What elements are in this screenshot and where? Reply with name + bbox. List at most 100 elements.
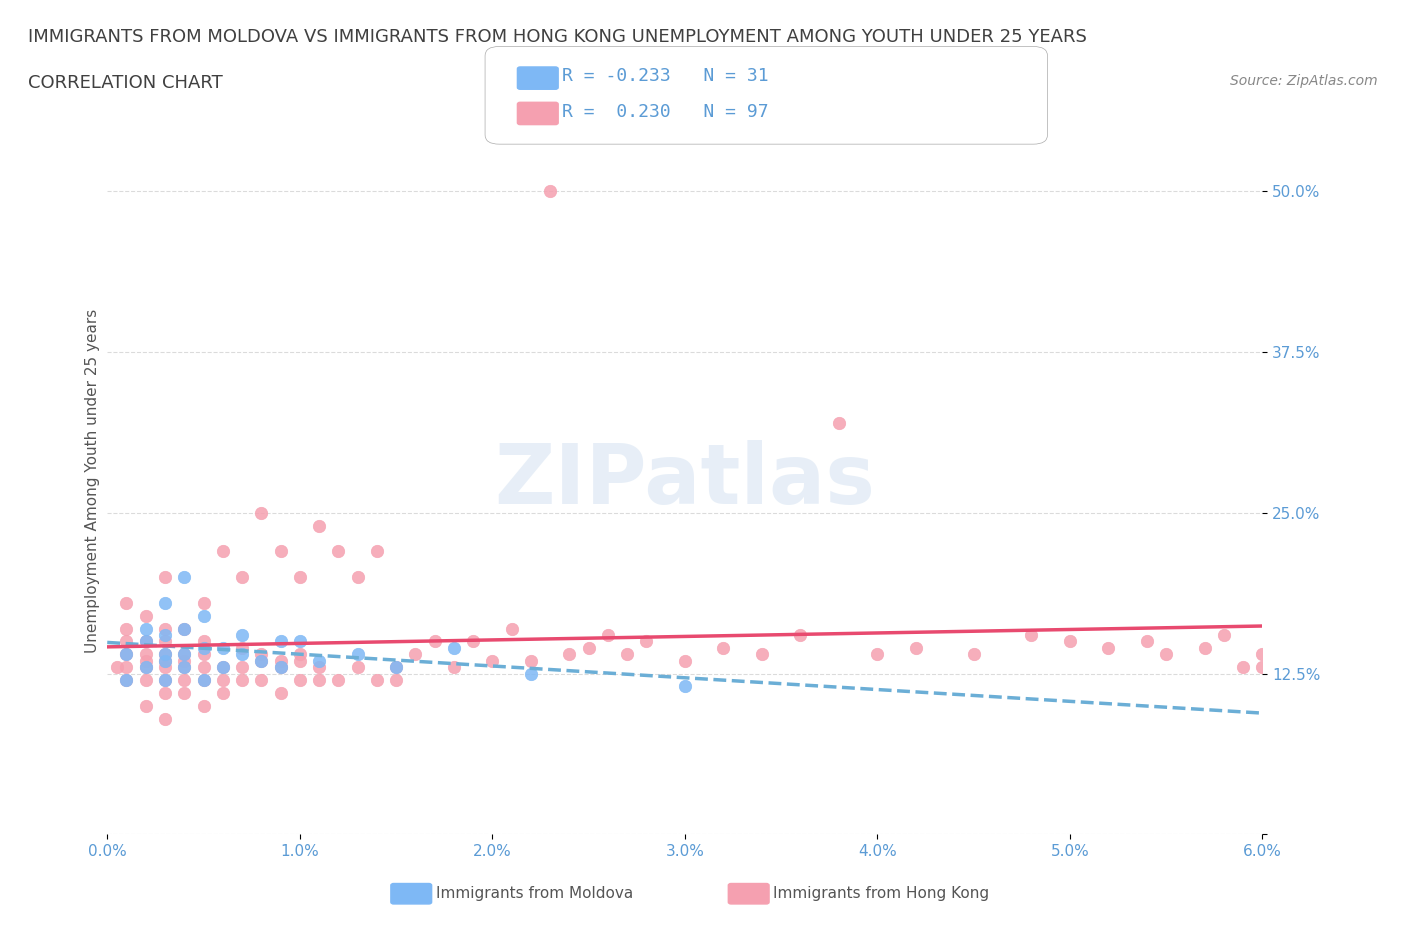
Point	[115, 659, 138, 674]
Point	[135, 647, 157, 662]
Point	[520, 653, 543, 668]
Point	[115, 634, 138, 649]
Point	[404, 647, 426, 662]
Point	[385, 672, 408, 687]
Point	[135, 608, 157, 623]
Point	[231, 641, 253, 656]
Point	[193, 647, 215, 662]
Point	[153, 653, 176, 668]
Point	[115, 595, 138, 610]
Point	[828, 415, 851, 430]
Point	[135, 634, 157, 649]
Point	[711, 641, 734, 656]
Point	[288, 634, 311, 649]
Point	[153, 672, 176, 687]
Point	[558, 647, 581, 662]
Point	[153, 595, 176, 610]
Point	[250, 505, 273, 520]
Point	[153, 628, 176, 643]
Point	[904, 641, 927, 656]
Point	[1251, 659, 1274, 674]
Text: R = -0.233   N = 31: R = -0.233 N = 31	[562, 67, 769, 86]
Point	[501, 621, 523, 636]
Point	[346, 570, 368, 585]
Point	[211, 659, 233, 674]
Point	[135, 659, 157, 674]
Point	[211, 544, 233, 559]
Point	[346, 647, 368, 662]
Point	[173, 621, 195, 636]
Point	[135, 698, 157, 713]
Point	[789, 628, 811, 643]
Point	[153, 647, 176, 662]
Point	[153, 653, 176, 668]
Point	[270, 659, 292, 674]
Point	[231, 672, 253, 687]
Point	[153, 647, 176, 662]
Point	[346, 659, 368, 674]
Point	[616, 647, 638, 662]
Point	[153, 570, 176, 585]
Point	[1232, 659, 1254, 674]
Point	[385, 659, 408, 674]
Point	[866, 647, 889, 662]
Point	[288, 672, 311, 687]
Point	[193, 634, 215, 649]
Point	[423, 634, 446, 649]
Point	[1021, 628, 1043, 643]
Point	[1251, 647, 1274, 662]
Point	[1213, 628, 1236, 643]
Point	[211, 641, 233, 656]
Point	[963, 647, 986, 662]
Point	[385, 659, 408, 674]
Point	[443, 641, 465, 656]
Point	[250, 672, 273, 687]
Point	[173, 647, 195, 662]
Point	[231, 647, 253, 662]
Point	[115, 647, 138, 662]
Point	[153, 672, 176, 687]
Point	[1059, 634, 1081, 649]
Point	[211, 659, 233, 674]
Point	[481, 653, 503, 668]
Point	[153, 659, 176, 674]
Text: IMMIGRANTS FROM MOLDOVA VS IMMIGRANTS FROM HONG KONG UNEMPLOYMENT AMONG YOUTH UN: IMMIGRANTS FROM MOLDOVA VS IMMIGRANTS FR…	[28, 28, 1087, 46]
Point	[231, 570, 253, 585]
Point	[193, 672, 215, 687]
Point	[366, 544, 388, 559]
Point	[193, 595, 215, 610]
Point	[115, 647, 138, 662]
Point	[270, 653, 292, 668]
Text: Immigrants from Hong Kong: Immigrants from Hong Kong	[773, 886, 990, 901]
Point	[173, 621, 195, 636]
Point	[193, 659, 215, 674]
Point	[751, 647, 773, 662]
Point	[193, 698, 215, 713]
Point	[538, 183, 561, 198]
Point	[153, 685, 176, 700]
Point	[308, 672, 330, 687]
Point	[211, 672, 233, 687]
Point	[520, 666, 543, 681]
Point	[270, 685, 292, 700]
Point	[135, 659, 157, 674]
Point	[270, 659, 292, 674]
Point	[461, 634, 484, 649]
Point	[250, 647, 273, 662]
Point	[173, 653, 195, 668]
Point	[115, 621, 138, 636]
Point	[308, 659, 330, 674]
Y-axis label: Unemployment Among Youth under 25 years: Unemployment Among Youth under 25 years	[86, 309, 100, 653]
Point	[1194, 641, 1216, 656]
Point	[231, 628, 253, 643]
Point	[115, 672, 138, 687]
Point	[270, 634, 292, 649]
Point	[328, 544, 350, 559]
Text: CORRELATION CHART: CORRELATION CHART	[28, 74, 224, 92]
Point	[193, 672, 215, 687]
Point	[673, 679, 696, 694]
Point	[328, 672, 350, 687]
Point	[173, 659, 195, 674]
Text: R =  0.230   N = 97: R = 0.230 N = 97	[562, 102, 769, 121]
Point	[173, 570, 195, 585]
